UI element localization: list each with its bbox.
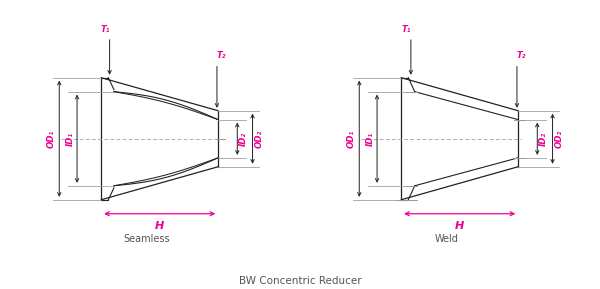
Text: ID₂: ID₂ — [239, 132, 248, 146]
Text: T₂: T₂ — [517, 51, 526, 60]
Text: OD₁: OD₁ — [47, 129, 56, 148]
Text: OD₂: OD₂ — [555, 129, 564, 148]
Text: T₂: T₂ — [217, 51, 226, 60]
Text: ID₁: ID₁ — [65, 132, 74, 146]
Text: T₁: T₁ — [100, 25, 110, 34]
Text: OD₂: OD₂ — [255, 129, 264, 148]
Text: BW Concentric Reducer: BW Concentric Reducer — [239, 276, 361, 286]
Text: T₁: T₁ — [401, 25, 411, 34]
Text: Weld: Weld — [435, 234, 459, 244]
Text: ID₁: ID₁ — [365, 132, 374, 146]
Text: H: H — [155, 221, 164, 231]
Text: H: H — [455, 221, 464, 231]
Text: Seamless: Seamless — [124, 234, 170, 244]
Text: OD₁: OD₁ — [347, 129, 356, 148]
Text: ID₂: ID₂ — [539, 132, 548, 146]
